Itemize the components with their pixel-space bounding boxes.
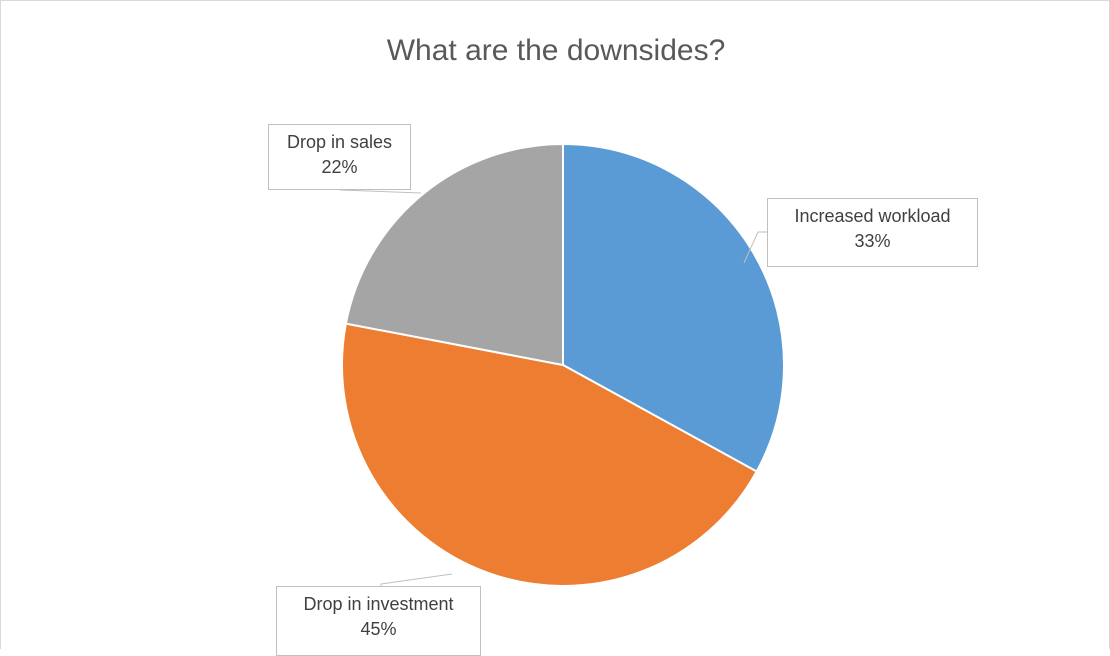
data-label-category: Drop in sales [286,132,393,152]
data-label-drop-in-investment: Drop in investment 45% [276,586,481,656]
leader-line-increased-workload [743,231,767,264]
pie-slice-drop-in-sales [344,143,564,366]
leader-line-drop-in-investment [380,573,453,586]
data-label-category: Increased workload [794,206,951,226]
chart-title: What are the downsides? [386,34,726,67]
data-label-category: Drop in investment [303,594,454,614]
data-label-percent: 22% [321,157,358,177]
data-label-drop-in-sales: Drop in sales 22% [268,124,411,190]
data-label-increased-workload: Increased workload 33% [767,198,978,267]
pie-slice-increased-workload [562,143,785,473]
pie-slice-drop-in-investment [341,322,758,587]
data-label-percent: 45% [360,619,397,639]
data-label-percent: 33% [854,231,891,251]
leader-line-drop-in-sales [339,189,422,194]
